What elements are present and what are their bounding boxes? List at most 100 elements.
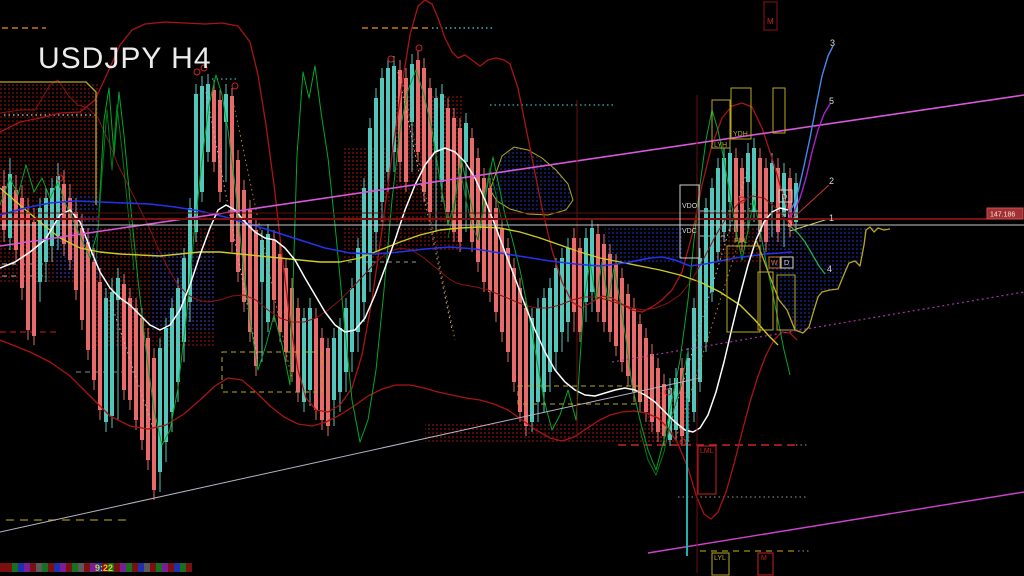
trendline-dotted [611, 291, 1024, 363]
candle-body [548, 288, 552, 372]
envelope-lower [0, 331, 798, 520]
candle-body [506, 248, 510, 352]
candle-body [140, 318, 144, 440]
signal-red [0, 79, 797, 323]
monthly-label: M [767, 17, 774, 26]
candle-body [536, 308, 540, 402]
signal-marker [387, 55, 395, 63]
session-strip-block [102, 563, 108, 572]
session-strip-block [186, 563, 192, 572]
lyl-bracket [711, 552, 730, 576]
candle-body [116, 278, 120, 300]
candle-body [8, 174, 12, 238]
candle-body [482, 178, 486, 282]
candle-body [626, 294, 630, 376]
candle-body [728, 153, 732, 202]
candle-body [422, 68, 426, 192]
candle-body [92, 262, 96, 380]
session-strip-block [168, 563, 174, 572]
dotted-trail [401, 79, 456, 341]
candle-body [632, 308, 636, 392]
candle-body [566, 248, 570, 322]
osc-green [0, 65, 791, 471]
signal-marker [738, 196, 746, 204]
osc-green-fast-c [639, 349, 689, 476]
session-strip-block [162, 563, 168, 572]
candle-body [194, 94, 198, 232]
session-strip-block [84, 563, 90, 572]
candle-body [692, 308, 696, 412]
yellow-box-r1 [757, 271, 774, 331]
candle-body [128, 298, 132, 400]
fib-curve-5 [786, 103, 831, 221]
session-strip-block [66, 563, 72, 572]
candle-body [338, 328, 342, 392]
candle-body [494, 208, 498, 312]
session-strip-block [108, 563, 114, 572]
candle-body [584, 238, 588, 302]
session-strip-block [96, 563, 102, 572]
candle-body [470, 138, 474, 242]
candle-body [758, 158, 762, 232]
d-box [778, 189, 793, 203]
candle-body [374, 98, 378, 232]
candle-body [464, 123, 468, 162]
d-box-2 [780, 256, 794, 269]
d-label-2: D [784, 260, 789, 267]
wave-label-3: 3 [830, 38, 835, 48]
session-strip-block [150, 563, 156, 572]
signal-marker [56, 174, 64, 182]
candle-body [698, 258, 702, 382]
signal-marker [664, 388, 672, 396]
candle-body [200, 86, 204, 192]
lyh-label: LYH [714, 142, 727, 149]
m-label-bottom: M [761, 555, 767, 562]
session-strip-block [114, 563, 120, 572]
candle-body [500, 228, 504, 332]
dotted-trail [231, 95, 293, 381]
osc-green-fast-a [95, 104, 135, 271]
signal-marker [231, 82, 239, 90]
session-strip-block [0, 563, 6, 572]
candle-body [110, 292, 114, 416]
candle-body [296, 308, 300, 392]
candle-body [26, 212, 30, 330]
candle-body [416, 60, 420, 152]
session-strip-block [120, 563, 126, 572]
session-strip-block [24, 563, 30, 572]
session-strip-block [36, 563, 42, 572]
candle-countdown: 9:22 [95, 563, 113, 573]
session-strip-block [90, 563, 96, 572]
candle-body [560, 258, 564, 332]
ydh-box-2 [772, 87, 786, 134]
candle-body [50, 188, 54, 246]
candle-body [284, 268, 288, 352]
candle-body [38, 208, 42, 282]
chart-title: USDJPY H4 [38, 42, 212, 75]
session-strip-block [144, 563, 150, 572]
candle-body [176, 288, 180, 382]
candle-body [170, 308, 174, 412]
signal-marker [415, 44, 423, 52]
candle-body [518, 288, 522, 412]
candle-body [86, 242, 90, 350]
candle-body [278, 254, 282, 332]
dotted-trail [675, 187, 757, 439]
candle-body [404, 78, 408, 182]
candle-body [722, 158, 726, 232]
signal-marker [193, 68, 201, 76]
candle-body [308, 308, 312, 390]
candle-body [476, 158, 480, 262]
w-box [768, 256, 781, 269]
session-strip-block [48, 563, 54, 572]
session-strip-block [78, 563, 84, 572]
candle-body [248, 210, 252, 332]
candle-body [134, 308, 138, 420]
signal-marker [200, 64, 208, 72]
signal-marker [679, 438, 687, 446]
candle-body [218, 100, 222, 192]
candle-body [386, 68, 390, 172]
candle-body [446, 108, 450, 212]
candle-body [302, 318, 306, 402]
